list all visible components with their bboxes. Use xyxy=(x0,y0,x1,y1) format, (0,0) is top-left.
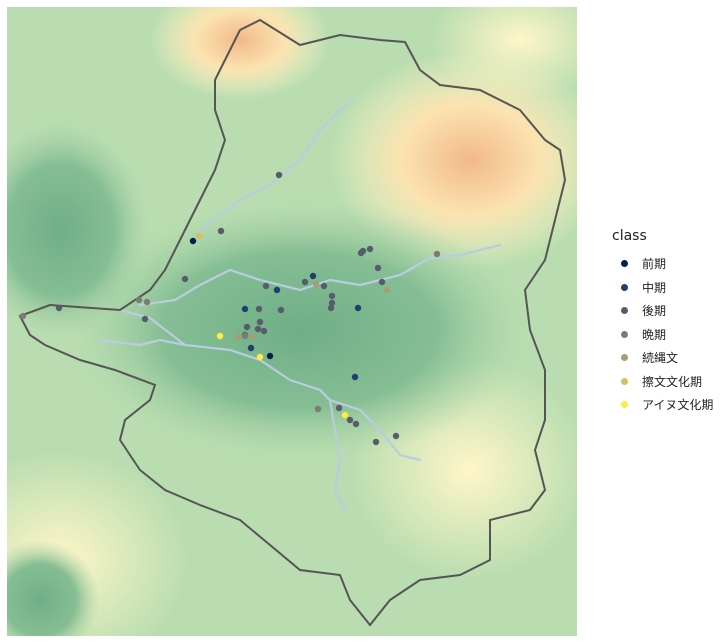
site-marker xyxy=(433,250,441,258)
site-marker xyxy=(374,264,382,272)
site-marker xyxy=(309,272,317,280)
legend-label: 晩期 xyxy=(642,327,667,342)
site-marker xyxy=(266,352,274,360)
site-marker xyxy=(351,373,359,381)
site-marker xyxy=(359,247,367,255)
legend-label: 前期 xyxy=(642,257,667,272)
site-marker xyxy=(327,304,335,312)
site-marker xyxy=(275,171,283,179)
site-marker xyxy=(256,353,264,361)
site-marker xyxy=(234,333,242,341)
basin-boundary xyxy=(18,18,567,627)
site-marker xyxy=(328,299,336,307)
site-marker xyxy=(301,278,309,286)
river xyxy=(328,398,347,512)
site-marker xyxy=(217,227,225,235)
legend-marker xyxy=(621,283,628,291)
legend-marker xyxy=(621,260,628,268)
legend: class 前期中期後期晩期続縄文擦文文化期アイヌ文化期 xyxy=(612,228,713,417)
site-marker xyxy=(256,318,264,326)
site-marker xyxy=(346,416,354,424)
site-marker xyxy=(277,306,285,314)
legend-marker xyxy=(621,307,628,315)
site-marker xyxy=(254,325,262,333)
site-marker xyxy=(372,438,380,446)
site-marker xyxy=(216,332,224,340)
legend-marker xyxy=(621,354,628,362)
river xyxy=(118,308,422,462)
legend-label: 中期 xyxy=(642,280,667,295)
site-marker xyxy=(141,315,149,323)
site-marker xyxy=(260,327,268,335)
site-marker xyxy=(249,333,257,341)
site-marker xyxy=(243,323,251,331)
site-marker xyxy=(262,282,270,290)
site-marker xyxy=(314,405,322,413)
legend-label: アイヌ文化期 xyxy=(642,398,714,413)
site-marker xyxy=(55,304,63,312)
site-marker xyxy=(255,305,263,313)
site-marker xyxy=(181,275,189,283)
legend-label: 続縄文 xyxy=(642,351,679,366)
site-marker xyxy=(312,280,320,288)
site-marker xyxy=(328,292,336,300)
site-marker xyxy=(19,312,27,320)
legend-item: 擦文文化期 xyxy=(612,370,713,394)
legend-title: class xyxy=(612,228,647,244)
legend-item: アイヌ文化期 xyxy=(612,393,713,417)
site-marker xyxy=(195,232,203,240)
legend-item: 前期 xyxy=(612,252,713,276)
site-marker xyxy=(189,237,197,245)
legend-marker xyxy=(621,401,628,409)
site-marker xyxy=(241,305,249,313)
legend-item: 晩期 xyxy=(612,323,713,347)
site-marker xyxy=(392,432,400,440)
site-marker xyxy=(241,332,249,340)
site-marker xyxy=(335,404,343,412)
site-marker xyxy=(320,282,328,290)
site-marker xyxy=(341,411,349,419)
legend-label: 後期 xyxy=(642,304,667,319)
site-marker xyxy=(273,286,281,294)
site-marker xyxy=(366,245,374,253)
terrain-map xyxy=(7,7,577,636)
river xyxy=(198,98,357,232)
site-marker xyxy=(354,304,362,312)
river xyxy=(98,338,187,347)
legend-item: 続縄文 xyxy=(612,346,713,370)
legend-item: 中期 xyxy=(612,276,713,300)
legend-item: 後期 xyxy=(612,299,713,323)
site-marker xyxy=(383,286,391,294)
legend-marker xyxy=(621,330,628,338)
legend-label: 擦文文化期 xyxy=(642,374,703,389)
site-marker xyxy=(143,298,151,306)
legend-marker xyxy=(621,377,628,385)
site-marker xyxy=(247,344,255,352)
site-marker xyxy=(378,278,386,286)
site-marker xyxy=(135,296,143,304)
site-marker xyxy=(352,420,360,428)
